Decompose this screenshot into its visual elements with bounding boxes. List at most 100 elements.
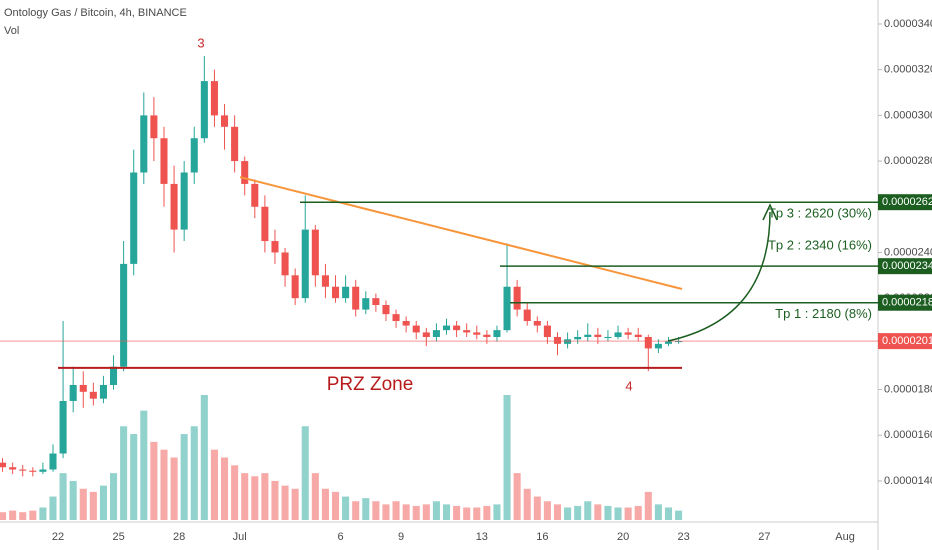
candle-body [301, 229, 309, 299]
volume-bar [624, 507, 632, 520]
candle-body [59, 400, 67, 454]
candle-body [120, 263, 128, 367]
volume-bar [574, 505, 582, 520]
candle-body [311, 229, 319, 276]
candle-body [69, 384, 77, 401]
volume-bar [59, 473, 67, 520]
target-text: Tp 3 : 2620 (30%) [768, 206, 872, 221]
candle-body [422, 332, 430, 337]
volume-bar [412, 505, 420, 520]
candle-body [624, 332, 632, 335]
volume-bar [180, 434, 188, 520]
candle-body [432, 330, 440, 337]
candle-body [644, 336, 652, 349]
volume-bar [200, 395, 208, 520]
candle-body [584, 334, 592, 337]
last-price-label: 0.00002012 [882, 335, 932, 347]
prz-text: PRZ Zone [327, 374, 414, 395]
volume-bar [321, 488, 329, 520]
candle-body [140, 115, 148, 173]
volume-bar [29, 510, 37, 520]
candle-body [392, 314, 400, 322]
candle-body [331, 286, 340, 299]
volume-bar [150, 441, 158, 520]
volume-bar [251, 476, 259, 520]
candle-body [604, 336, 612, 338]
target-text: Tp 2 : 2340 (16%) [768, 238, 872, 253]
x-tick-label: 13 [476, 531, 488, 543]
candle-body [99, 384, 107, 399]
candle-body [463, 330, 471, 333]
wave-label: 4 [625, 378, 632, 393]
candle-body [675, 341, 683, 343]
candle-body [170, 183, 178, 230]
volume-bar [9, 510, 17, 520]
volume-bar [432, 501, 440, 520]
volume-bar [170, 457, 178, 520]
volume-bar [331, 491, 340, 520]
candle-body [533, 321, 541, 326]
candle-body [89, 391, 97, 399]
wave-label: 3 [197, 35, 204, 50]
volume-bar [372, 501, 380, 520]
volume-bar [402, 504, 410, 520]
target-text: Tp 1 : 2180 (8%) [775, 306, 872, 321]
volume-bar [69, 480, 77, 520]
volume-bar [382, 504, 390, 520]
candle-body [220, 115, 229, 127]
volume-bar [110, 473, 118, 520]
volume-bar [120, 426, 128, 520]
volume-bar [231, 465, 239, 520]
volume-bar [281, 485, 289, 520]
candle-body [231, 126, 239, 162]
candle-body [473, 332, 481, 335]
candle-body [402, 321, 410, 326]
volume-bar [311, 473, 319, 520]
candle-body [382, 305, 390, 315]
x-tick-label: 27 [758, 531, 770, 543]
volume-bar [130, 434, 138, 520]
candle-body [442, 325, 451, 331]
volume-bar [513, 473, 521, 520]
volume-bar [543, 501, 551, 520]
candle-body [574, 336, 582, 340]
chart-title: Ontology Gas / Bitcoin, 4h, BINANCE [4, 7, 187, 19]
x-tick-label: 22 [52, 531, 64, 543]
volume-bar [503, 395, 511, 520]
volume-bar [422, 504, 430, 520]
candle-body [150, 115, 158, 139]
candle-body [251, 183, 259, 207]
volume-bar [442, 504, 451, 520]
candle-body [261, 206, 269, 242]
candle-body [483, 334, 491, 337]
volume-bar [644, 491, 652, 520]
x-tick-label: 25 [112, 531, 124, 543]
y-tick-label: 0.00002400 [884, 246, 932, 258]
volume-bar [89, 491, 97, 520]
candle-body [130, 172, 138, 264]
candle-body [523, 309, 531, 322]
candle-body [39, 469, 47, 472]
volume-bar [553, 504, 562, 520]
volume-bar [362, 498, 370, 520]
x-tick-label: 28 [173, 531, 185, 543]
x-tick-label: 23 [677, 531, 689, 543]
candle-body [29, 470, 37, 472]
volume-bar [523, 488, 531, 520]
candle-body [342, 286, 350, 299]
y-tick-label: 0.00002800 [884, 155, 932, 167]
last-price-box [878, 333, 932, 350]
candle-body [190, 138, 198, 173]
volume-bar [604, 505, 612, 520]
x-tick-label: Jul [233, 531, 247, 543]
y-tick-label: 0.00001400 [884, 475, 932, 487]
volume-bar [190, 426, 198, 520]
candle-body [614, 332, 622, 337]
candle-body [291, 275, 299, 299]
volume-bar [473, 507, 481, 520]
volume-bar [392, 501, 400, 520]
volume-bar [99, 485, 107, 520]
volume-label: Vol [4, 25, 19, 37]
target-price-label: 0.00002180 [882, 297, 932, 309]
